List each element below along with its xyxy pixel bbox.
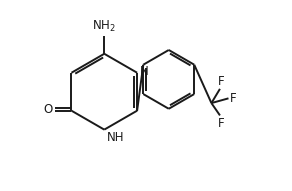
- Text: NH$_2$: NH$_2$: [92, 19, 116, 34]
- Text: F: F: [218, 75, 224, 88]
- Text: O: O: [44, 103, 53, 116]
- Text: N: N: [140, 65, 149, 78]
- Text: F: F: [230, 92, 237, 105]
- Text: NH: NH: [107, 131, 125, 144]
- Text: F: F: [218, 117, 224, 129]
